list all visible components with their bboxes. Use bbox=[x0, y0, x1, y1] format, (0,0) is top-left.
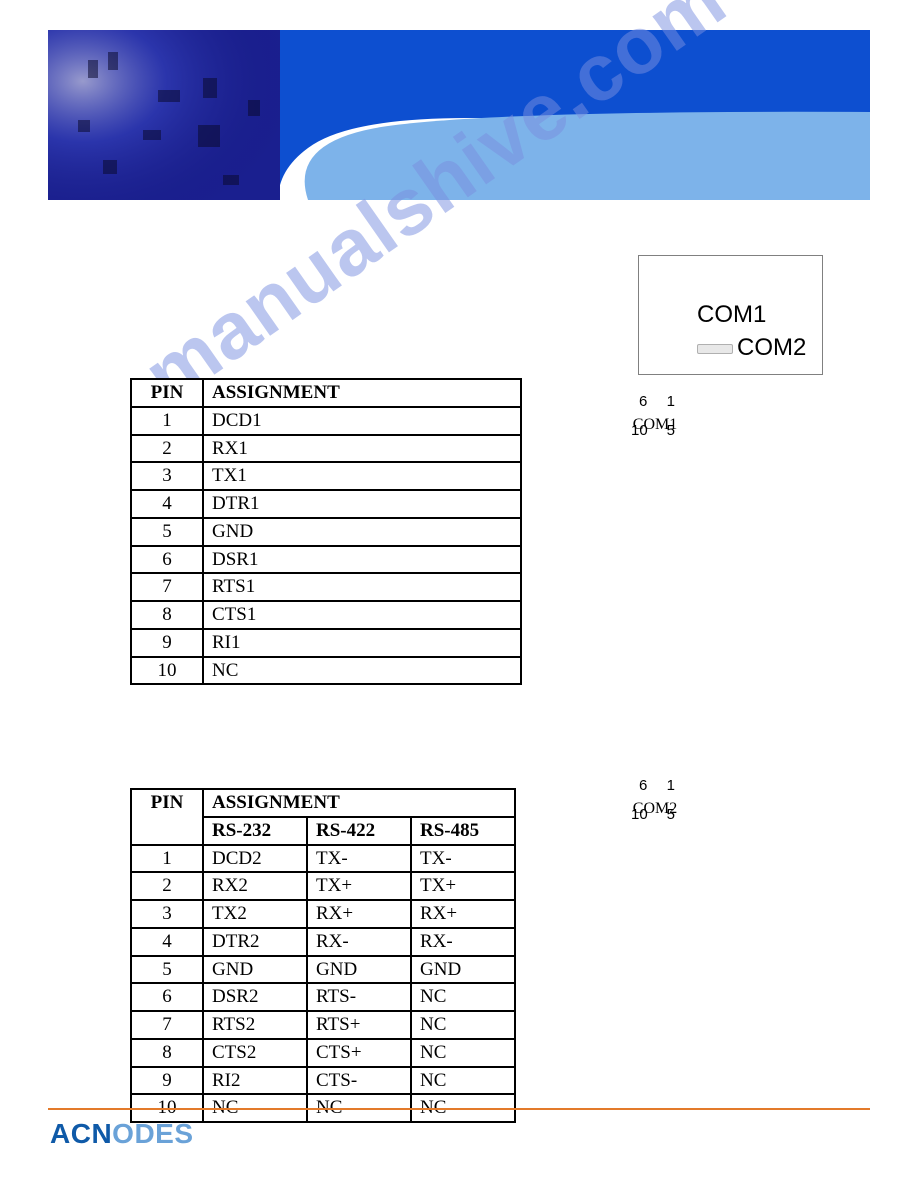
table1-header-assignment: ASSIGNMENT bbox=[203, 379, 521, 407]
table-row: 9RI1 bbox=[131, 629, 521, 657]
location-label-com1: COM1 bbox=[697, 301, 766, 329]
conn2-pin1: 1 bbox=[667, 777, 675, 794]
conn2-pin5: 5 bbox=[667, 806, 675, 823]
footer-rule bbox=[48, 1108, 870, 1110]
footer-logo-part1: ACN bbox=[50, 1118, 112, 1149]
conn1-pin6: 6 bbox=[639, 393, 647, 410]
table-row: 7RTS1 bbox=[131, 573, 521, 601]
table2-header-pin: PIN bbox=[131, 789, 203, 845]
conn1-pin10: 10 bbox=[631, 422, 648, 439]
table-row: 4DTR1 bbox=[131, 490, 521, 518]
table-row: 1DCD2TX-TX- bbox=[131, 845, 515, 873]
table2-header-assignment: ASSIGNMENT bbox=[203, 789, 515, 817]
table-row: 6DSR2RTS-NC bbox=[131, 983, 515, 1011]
footer-logo-part2: ODES bbox=[112, 1118, 193, 1149]
com1-connector-diagram: 10 5 6 1 COM1 bbox=[600, 416, 710, 434]
com2-connector-diagram: 10 5 6 1 COM2 bbox=[600, 800, 710, 818]
table-row: 2RX2TX+TX+ bbox=[131, 872, 515, 900]
table-row: 10NC bbox=[131, 657, 521, 685]
com1-pin-table: PIN ASSIGNMENT 1DCD1 2RX1 3TX1 4DTR1 5GN… bbox=[130, 378, 522, 685]
table-row: 5GNDGNDGND bbox=[131, 956, 515, 984]
location-diagram: COM1 COM2 bbox=[638, 255, 823, 375]
table-row: 7RTS2RTS+NC bbox=[131, 1011, 515, 1039]
conn1-pin5: 5 bbox=[667, 422, 675, 439]
table2-subhead-rs232: RS-232 bbox=[203, 817, 307, 845]
table-row: 8CTS1 bbox=[131, 601, 521, 629]
table-row: 3TX2RX+RX+ bbox=[131, 900, 515, 928]
location-label-com2: COM2 bbox=[737, 334, 806, 362]
conn1-pin1: 1 bbox=[667, 393, 675, 410]
table1-body: 1DCD1 2RX1 3TX1 4DTR1 5GND 6DSR1 7RTS1 8… bbox=[131, 407, 521, 685]
conn2-pin10: 10 bbox=[631, 806, 648, 823]
table-row: 1DCD1 bbox=[131, 407, 521, 435]
table-row: 4DTR2RX-RX- bbox=[131, 928, 515, 956]
table2-body: 1DCD2TX-TX- 2RX2TX+TX+ 3TX2RX+RX+ 4DTR2R… bbox=[131, 845, 515, 1123]
table-row: 6DSR1 bbox=[131, 546, 521, 574]
com2-pin-table: PIN ASSIGNMENT RS-232 RS-422 RS-485 1DCD… bbox=[130, 788, 516, 1123]
table1-header-pin: PIN bbox=[131, 379, 203, 407]
table2-subhead-rs422: RS-422 bbox=[307, 817, 411, 845]
table-row: 3TX1 bbox=[131, 462, 521, 490]
footer-logo: ACNODES bbox=[50, 1118, 194, 1150]
table-row: 2RX1 bbox=[131, 435, 521, 463]
table-row: 8CTS2CTS+NC bbox=[131, 1039, 515, 1067]
table-row: 5GND bbox=[131, 518, 521, 546]
location-mark bbox=[697, 344, 733, 354]
conn2-pin6: 6 bbox=[639, 777, 647, 794]
table-row: 9RI2CTS-NC bbox=[131, 1067, 515, 1095]
header-banner bbox=[48, 30, 870, 200]
table2-subhead-rs485: RS-485 bbox=[411, 817, 515, 845]
